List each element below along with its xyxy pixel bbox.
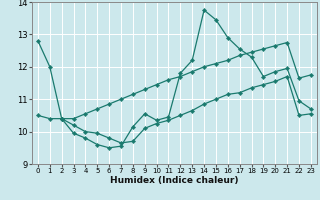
X-axis label: Humidex (Indice chaleur): Humidex (Indice chaleur) [110, 176, 239, 185]
